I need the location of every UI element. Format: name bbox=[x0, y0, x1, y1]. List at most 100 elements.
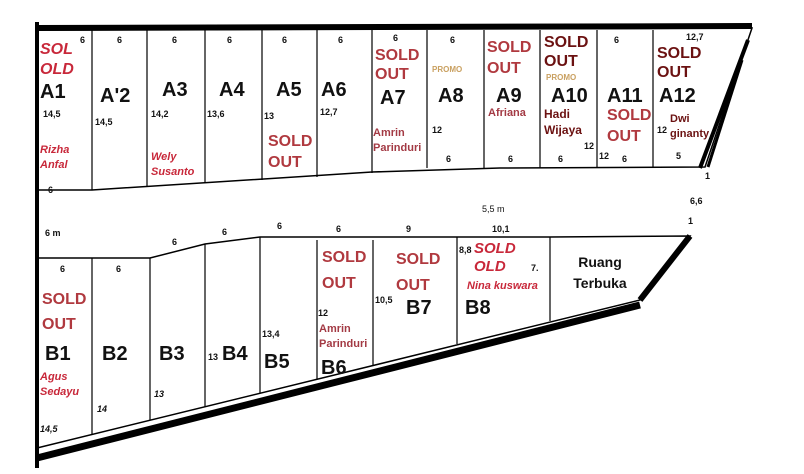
lot-width: 10,1 bbox=[492, 224, 510, 234]
lot-label-a9[interactable]: A9 bbox=[496, 85, 522, 107]
lot-label-a12[interactable]: A12 bbox=[659, 85, 696, 107]
lot-width: 6 bbox=[277, 221, 283, 231]
lot-width: 6 bbox=[60, 264, 66, 274]
lot-owner: Afriana bbox=[488, 107, 526, 119]
lot-label-b5[interactable]: B5 bbox=[264, 351, 290, 373]
lot-side: 7. bbox=[531, 263, 539, 273]
lot-width: 6 bbox=[117, 35, 123, 45]
lot-status: SOLD OUT bbox=[396, 251, 441, 294]
lot-label-a7[interactable]: A7 bbox=[380, 87, 406, 109]
lot-width: 6 bbox=[172, 35, 178, 45]
lot-owner: Amrin Parinduri bbox=[373, 127, 422, 155]
lot-label-a3[interactable]: A3 bbox=[162, 79, 188, 101]
lot-depth: 14,5 bbox=[95, 117, 113, 127]
road-width: 5,5 m bbox=[482, 204, 505, 214]
lot-width: 9 bbox=[406, 224, 412, 234]
lot-depth: 12 bbox=[318, 308, 329, 318]
lot-depth: 12 bbox=[584, 141, 595, 151]
lot-depth: 14,5 bbox=[40, 424, 58, 434]
lot-status: SOLD OLD bbox=[474, 240, 516, 275]
lot-owner: Hadi Wijaya bbox=[544, 107, 582, 137]
lot-bottom-width: 6 bbox=[622, 154, 628, 164]
lot-depth: 14,5 bbox=[43, 109, 61, 119]
lot-width: 6 bbox=[393, 33, 399, 43]
lot-width: 6 bbox=[227, 35, 233, 45]
block-b-right-border bbox=[637, 234, 693, 302]
lot-depth: 14,2 bbox=[151, 109, 169, 119]
lot-label-b1[interactable]: B1 bbox=[45, 343, 71, 365]
lot-depth: 13 bbox=[264, 111, 275, 121]
lot-label-b3[interactable]: B3 bbox=[159, 343, 185, 365]
lot-owner: Dwi ginanty bbox=[670, 113, 710, 141]
lot-width: 6 bbox=[80, 35, 86, 45]
lot-bottom-width: 6 bbox=[48, 185, 54, 195]
lot-status: SOLD OUT bbox=[375, 47, 420, 84]
lot-label-a4[interactable]: A4 bbox=[219, 79, 245, 101]
lot-bottom-width: 5 bbox=[676, 151, 682, 161]
lot-status: SOLD OUT bbox=[322, 249, 367, 292]
lot-depth: 14 bbox=[97, 404, 108, 414]
lot-width: 6 bbox=[336, 224, 342, 234]
lot-label-b8[interactable]: B8 bbox=[465, 297, 491, 319]
lot-label-a1[interactable]: A1 bbox=[40, 81, 66, 103]
lot-depth: 8,8 bbox=[459, 245, 472, 255]
block-a-dividers bbox=[91, 30, 654, 190]
promo-tag: PROMO bbox=[546, 73, 577, 82]
lot-depth: 13,4 bbox=[262, 329, 280, 339]
lot-label-b6[interactable]: B6 bbox=[321, 357, 347, 379]
lot-width: 6 bbox=[172, 237, 178, 247]
open-space-label: Ruang Terbuka bbox=[573, 254, 627, 291]
lot-status: SOLD OUT bbox=[487, 39, 532, 77]
lot-label-a6[interactable]: A6 bbox=[321, 79, 347, 101]
lot-depth: 12 bbox=[657, 125, 668, 135]
lot-owner: Wely Susanto bbox=[151, 151, 195, 179]
lot-label-a5[interactable]: A5 bbox=[276, 79, 302, 101]
lot-depth: 12 bbox=[432, 125, 443, 135]
lot-depth: 10,5 bbox=[375, 295, 393, 305]
lot-width: 6 bbox=[614, 35, 620, 45]
lot-width: 6 bbox=[222, 227, 228, 237]
lot-status: SOLD OUT bbox=[544, 34, 589, 71]
lot-bottom-width: 6 bbox=[446, 154, 452, 164]
lot-label-a8[interactable]: A8 bbox=[438, 85, 464, 107]
lot-label-b4[interactable]: B4 bbox=[222, 343, 248, 365]
block-a-right-border bbox=[698, 39, 750, 169]
lot-depth: 12,7 bbox=[320, 107, 338, 117]
promo-tag: PROMO bbox=[432, 65, 463, 74]
lot-width: 6 bbox=[282, 35, 288, 45]
lot-width: 12,7 bbox=[686, 32, 704, 42]
block-b-bottom-border bbox=[36, 301, 641, 462]
lot-owner: Amrin Parinduri bbox=[319, 323, 368, 351]
lot-owner: Rizha Anfal bbox=[40, 144, 70, 172]
lot-width: 6 bbox=[116, 264, 122, 274]
road-width: 6 m bbox=[45, 228, 61, 238]
lot-owner: Nina kuswara bbox=[467, 280, 538, 292]
lot-label-a11[interactable]: A11 bbox=[607, 85, 643, 107]
lot-depth: 13,6 bbox=[207, 109, 225, 119]
lot-label-b2[interactable]: B2 bbox=[102, 343, 128, 365]
lot-label-a10[interactable]: A10 bbox=[551, 85, 588, 107]
lot-depth: 13 bbox=[208, 352, 219, 362]
lot-bottom-width: 6 bbox=[508, 154, 514, 164]
lot-width: 6 bbox=[450, 35, 456, 45]
block-b-dividers bbox=[91, 237, 551, 434]
road-dim: 1 bbox=[688, 216, 694, 226]
block-a-right-border bbox=[706, 59, 744, 168]
lot-status: SOLD OUT bbox=[268, 133, 313, 171]
road-dim: 1 bbox=[705, 171, 711, 181]
lot-width: 6 bbox=[338, 35, 344, 45]
lot-status: SOL OLD bbox=[40, 41, 74, 78]
lot-status: SOLD OUT bbox=[657, 45, 702, 82]
lot-status: SOLD OUT bbox=[42, 291, 87, 333]
road-dim: 6,6 bbox=[690, 196, 703, 206]
lot-label-a2[interactable]: A'2 bbox=[100, 85, 131, 107]
lot-bottom-width: 6 bbox=[558, 154, 564, 164]
block-a-top-border bbox=[36, 23, 753, 31]
lot-depth: 12 bbox=[599, 151, 610, 161]
lot-label-b7[interactable]: B7 bbox=[406, 297, 432, 319]
lot-depth: 13 bbox=[154, 389, 165, 399]
lot-status: SOLD OUT bbox=[607, 107, 652, 145]
lot-owner: Agus Sedayu bbox=[40, 371, 80, 399]
